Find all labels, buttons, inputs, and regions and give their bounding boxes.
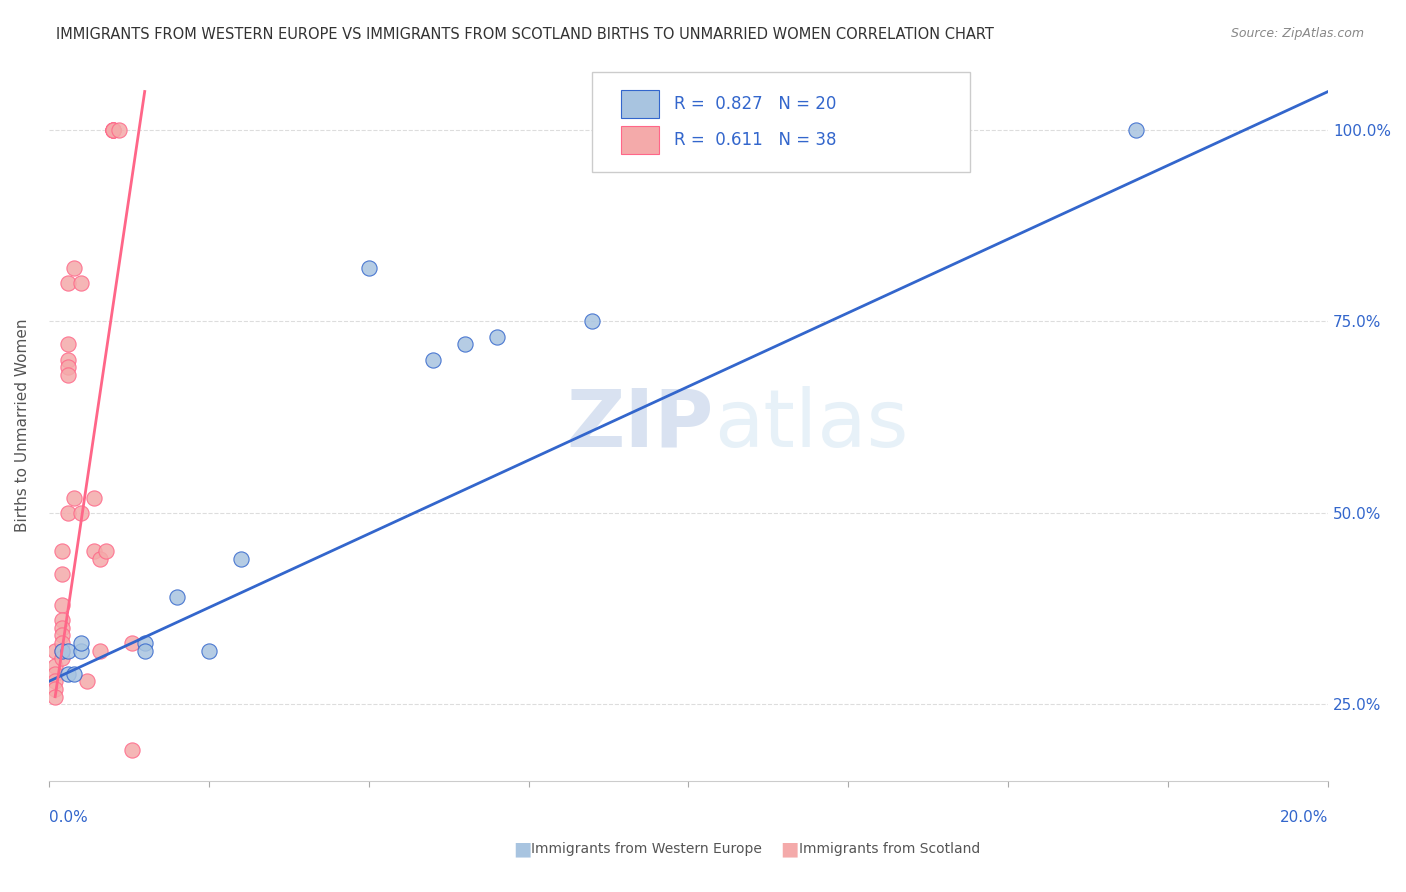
Point [56, 644, 79, 658]
Point [69, 506, 91, 520]
Point [44, 666, 66, 681]
Text: Source: ZipAtlas.com: Source: ZipAtlas.com [1230, 27, 1364, 40]
Point [63, 260, 86, 275]
Bar [620, 90, 659, 119]
FancyBboxPatch shape [592, 72, 970, 172]
Point [69, 644, 91, 658]
Point [121, 743, 143, 757]
Text: Immigrants from Scotland: Immigrants from Scotland [799, 842, 980, 856]
Point [134, 644, 156, 658]
Point [69, 276, 91, 290]
Point [121, 636, 143, 650]
Point [51, 636, 73, 650]
Text: IMMIGRANTS FROM WESTERN EUROPE VS IMMIGRANTS FROM SCOTLAND BIRTHS TO UNMARRIED W: IMMIGRANTS FROM WESTERN EUROPE VS IMMIGR… [56, 27, 994, 42]
Point [51, 628, 73, 642]
Point [51, 651, 73, 665]
Point [44, 659, 66, 673]
Point [51, 598, 73, 612]
Point [83, 491, 105, 505]
Point [51, 567, 73, 582]
Point [56, 666, 79, 681]
Point [101, 123, 124, 137]
Point [51, 644, 73, 658]
Text: R =  0.611   N = 38: R = 0.611 N = 38 [675, 131, 837, 149]
Point [581, 314, 603, 328]
Point [357, 260, 380, 275]
Point [56, 352, 79, 367]
Point [134, 636, 156, 650]
Text: R =  0.827   N = 20: R = 0.827 N = 20 [675, 95, 837, 113]
Point [63, 491, 86, 505]
Point [44, 644, 66, 658]
Text: ZIP: ZIP [567, 385, 714, 464]
Text: 0.0%: 0.0% [49, 810, 87, 824]
Point [51, 644, 73, 658]
Bar [620, 126, 659, 154]
Point [166, 590, 188, 604]
Point [63, 666, 86, 681]
Point [51, 544, 73, 558]
Point [51, 621, 73, 635]
Point [56, 337, 79, 351]
Y-axis label: Births to Unmarried Women: Births to Unmarried Women [15, 318, 30, 532]
Point [678, 123, 700, 137]
Point [56, 276, 79, 290]
Point [44, 690, 66, 704]
Text: 20.0%: 20.0% [1279, 810, 1329, 824]
Point [229, 551, 252, 566]
Point [806, 123, 828, 137]
Point [101, 123, 124, 137]
Text: ■: ■ [780, 839, 799, 859]
Point [453, 337, 475, 351]
Point [89, 644, 111, 658]
Point [197, 644, 219, 658]
Point [89, 551, 111, 566]
Text: ■: ■ [513, 839, 531, 859]
Point [51, 613, 73, 627]
Point [69, 636, 91, 650]
Point [1125, 123, 1147, 137]
Point [44, 682, 66, 697]
Point [485, 329, 508, 343]
Point [56, 360, 79, 375]
Text: Immigrants from Western Europe: Immigrants from Western Europe [531, 842, 762, 856]
Text: atlas: atlas [714, 385, 908, 464]
Point [101, 123, 124, 137]
Point [56, 506, 79, 520]
Point [741, 123, 763, 137]
Point [108, 123, 131, 137]
Point [101, 123, 124, 137]
Point [76, 674, 98, 689]
Point [422, 352, 444, 367]
Point [44, 674, 66, 689]
Point [96, 544, 118, 558]
Point [56, 368, 79, 382]
Point [83, 544, 105, 558]
